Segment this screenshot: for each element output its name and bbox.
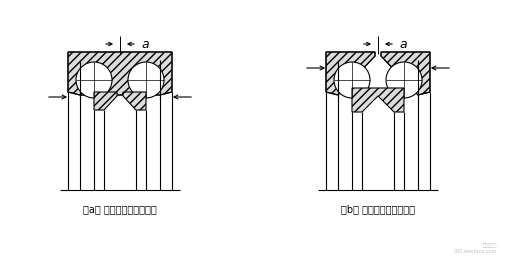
- Circle shape: [386, 62, 422, 98]
- Circle shape: [128, 62, 164, 98]
- Polygon shape: [352, 88, 404, 112]
- Polygon shape: [68, 52, 172, 95]
- Circle shape: [76, 62, 112, 98]
- Circle shape: [334, 62, 370, 98]
- Polygon shape: [381, 52, 430, 95]
- Text: （a） 修磨轴承内圈的内侧: （a） 修磨轴承内圈的内侧: [83, 204, 157, 214]
- Polygon shape: [123, 92, 146, 110]
- Text: （b） 修磨轴承外圈的内侧: （b） 修磨轴承外圈的内侧: [341, 204, 415, 214]
- Text: a: a: [399, 37, 407, 51]
- Circle shape: [76, 62, 112, 98]
- Circle shape: [386, 62, 422, 98]
- Circle shape: [128, 62, 164, 98]
- Text: 电子发烧友
000.elecfans.com: 电子发烧友 000.elecfans.com: [454, 243, 497, 254]
- Text: a: a: [141, 37, 149, 51]
- Circle shape: [334, 62, 370, 98]
- Polygon shape: [94, 92, 117, 110]
- Polygon shape: [326, 52, 375, 95]
